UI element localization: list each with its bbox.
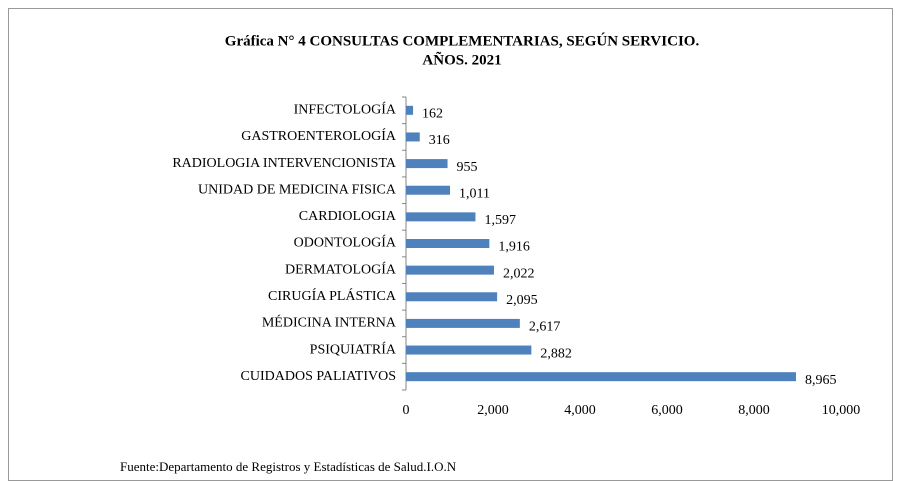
source-note: Fuente:Departamento de Registros y Estad… [120,459,457,474]
bar [406,159,448,169]
value-label: 2,617 [529,320,561,335]
y-tick-label: UNIDAD DE MEDICINA FISICA [198,182,397,197]
value-label: 316 [429,133,450,148]
x-tick-label: 6,000 [651,403,683,418]
y-tick-label: GASTROENTEROLOGÍA [241,127,397,144]
y-tick-label: CARDIOLOGIA [299,209,397,224]
value-label: 2,022 [503,266,535,281]
bar [406,239,490,248]
x-tick-label: 2,000 [477,403,509,418]
value-label: 1,916 [498,240,530,255]
chart-title: Gráfica N° 4 CONSULTAS COMPLEMENTARIAS, … [225,32,700,49]
value-label: 8,965 [805,373,837,388]
bar [406,372,796,382]
y-tick-label: CUIDADOS PALIATIVOS [241,369,396,384]
x-tick-label: 10,000 [822,403,861,418]
bar [406,318,520,328]
bar [406,345,532,355]
value-label: 955 [457,160,478,175]
x-tick-label: 0 [403,403,410,418]
y-tick-label: DERMATOLOGÍA [285,260,397,277]
chart-subtitle: AÑOS. 2021 [422,50,501,68]
value-label: 1,011 [459,186,490,201]
value-label: 1,597 [484,213,515,228]
y-tick-label: CIRUGÍA PLÁSTICA [268,287,397,304]
bar [406,265,494,275]
bar [406,212,476,222]
value-label: 2,095 [506,293,538,308]
bar [406,185,450,195]
y-tick-label: INFECTOLOGÍA [294,101,397,118]
x-tick-label: 4,000 [564,403,596,418]
y-tick-label: MÉDICINA INTERNA [262,314,397,331]
x-tick-label: 8,000 [738,403,770,418]
y-tick-label: ODONTOLOGÍA [294,234,397,251]
y-tick-label: RADIOLOGIA INTERVENCIONISTA [172,156,397,171]
bar [406,292,498,302]
value-label: 162 [422,107,443,122]
value-label: 2,882 [540,346,572,361]
bar [406,105,414,115]
y-tick-label: PSIQUIATRÍA [310,340,397,357]
bar [406,132,420,142]
